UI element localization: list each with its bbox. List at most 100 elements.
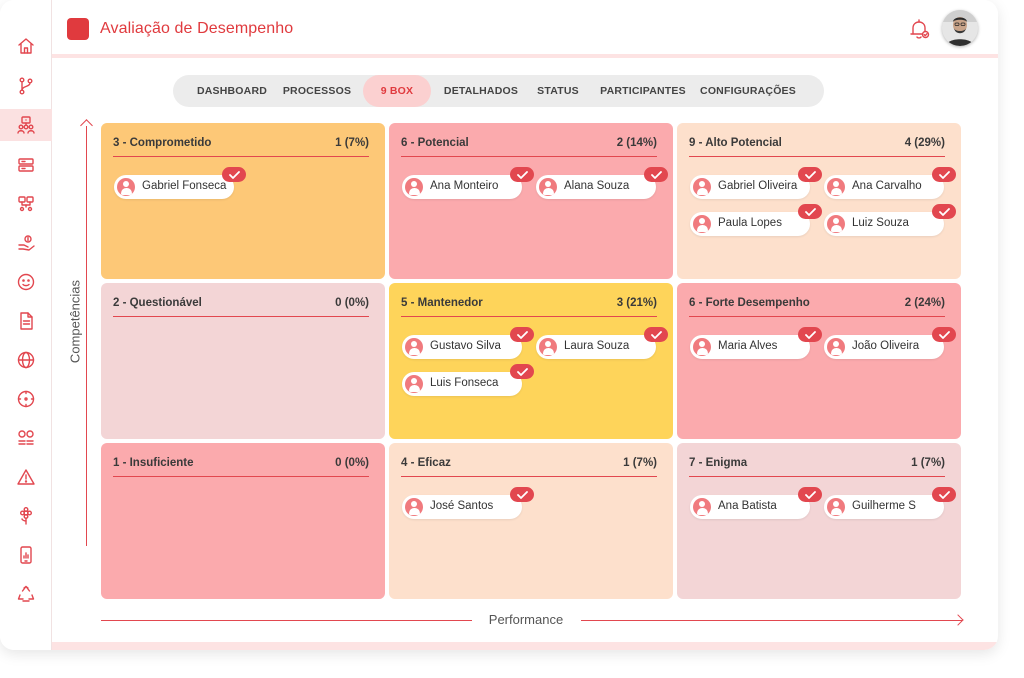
checkmark-icon[interactable]	[510, 327, 534, 342]
sidebar-item-skills[interactable]	[4, 422, 48, 454]
box-title: 9 - Alto Potencial	[689, 137, 782, 149]
tab-participantes[interactable]: PARTICIPANTES	[600, 85, 686, 97]
person-chip[interactable]: Gabriel Oliveira	[690, 167, 822, 199]
box-count: 1 (7%)	[911, 457, 945, 469]
box-9[interactable]: 7 - Enigma 1 (7%) Ana Batista Guilherme S	[677, 443, 961, 599]
checkmark-icon[interactable]	[222, 167, 246, 182]
sidebar-item-wellbeing[interactable]	[4, 500, 48, 532]
header: Avaliação de Desempenho	[52, 0, 998, 58]
hand-money-icon	[18, 235, 35, 251]
box-6[interactable]: 6 - Forte Desempenho 2 (24%) Maria Alves Jo…	[677, 283, 961, 439]
checkmark-icon[interactable]	[510, 364, 534, 379]
sidebar-item-processes[interactable]	[4, 70, 48, 102]
box-1[interactable]: 3 - Comprometido 1 (7%) Gabriel Fonseca	[101, 123, 385, 279]
person-chip[interactable]: Paula Lopes	[690, 204, 822, 236]
compass-icon	[17, 390, 35, 408]
person-chip[interactable]: Gabriel Fonseca	[114, 167, 246, 199]
box-title: 3 - Comprometido	[113, 137, 212, 149]
person-chip[interactable]: Guilherme S	[824, 487, 956, 519]
sidebar-item-mobile[interactable]	[4, 539, 48, 571]
box-count: 0 (0%)	[335, 457, 369, 469]
person-chip[interactable]: Alana Souza	[536, 167, 668, 199]
smiley-icon	[17, 273, 35, 291]
warning-icon	[17, 469, 35, 485]
sidebar-item-compensation[interactable]	[4, 227, 48, 259]
box-2[interactable]: 6 - Potencial 2 (14%) Ana Monteiro Alana So…	[389, 123, 673, 279]
box-7[interactable]: 1 - Insuficiente 0 (0%)	[101, 443, 385, 599]
phone-chart-icon	[20, 546, 32, 564]
box-count: 1 (7%)	[623, 457, 657, 469]
sidebar-item-home[interactable]	[4, 30, 48, 62]
person-chip[interactable]: Maria Alves	[690, 327, 822, 359]
sidebar-item-global[interactable]	[4, 344, 48, 376]
sidebar-item-alerts[interactable]	[4, 461, 48, 493]
tab-detalhados[interactable]: DETALHADOS	[443, 85, 519, 97]
person-chip[interactable]: Gustavo Silva	[402, 327, 534, 359]
checkmark-icon[interactable]	[932, 167, 956, 182]
person-chip[interactable]: Ana Carvalho	[824, 167, 956, 199]
x-axis-line-right	[581, 620, 962, 621]
box-5[interactable]: 5 - Mantenedor 3 (21%) Gustavo Silva Laura …	[389, 283, 673, 439]
box-header: 4 - Eficaz 1 (7%)	[401, 455, 657, 477]
box-header: 1 - Insuficiente 0 (0%)	[113, 455, 369, 477]
tab-processos[interactable]: PROCESSOS	[282, 85, 352, 97]
person-chip[interactable]: Laura Souza	[536, 327, 668, 359]
sidebar-item-org[interactable]	[4, 188, 48, 220]
person-chip[interactable]: Luiz Souza	[824, 204, 956, 236]
box-title: 7 - Enigma	[689, 457, 748, 469]
tab-dashboard[interactable]: DASHBOARD	[196, 85, 268, 97]
checkmark-icon[interactable]	[932, 487, 956, 502]
person-chip[interactable]: João Oliveira	[824, 327, 956, 359]
sidebar-item-documents[interactable]	[4, 305, 48, 337]
person-chip[interactable]: Luis Fonseca	[402, 364, 534, 396]
box-3[interactable]: 9 - Alto Potencial 4 (29%) Gabriel Oliveir…	[677, 123, 961, 279]
person-chip[interactable]: Ana Monteiro	[402, 167, 534, 199]
y-axis-label: Competências	[67, 279, 83, 364]
user-avatar-icon	[405, 178, 423, 196]
person-name: Laura Souza	[564, 340, 630, 352]
box-title: 2 - Questionável	[113, 297, 202, 309]
box-title: 4 - Eficaz	[401, 457, 451, 469]
checkmark-icon[interactable]	[798, 327, 822, 342]
tab-status[interactable]: STATUS	[537, 85, 579, 97]
document-icon	[20, 312, 33, 330]
person-chip[interactable]: José Santos	[402, 487, 534, 519]
sidebar-item-goals[interactable]	[4, 383, 48, 415]
box-count: 2 (14%)	[616, 137, 657, 149]
tab-9box[interactable]: 9 BOX	[363, 75, 431, 107]
person-name: Maria Alves	[718, 340, 778, 352]
checkmark-icon[interactable]	[644, 167, 668, 182]
user-avatar-icon	[693, 215, 711, 233]
person-chip[interactable]: Ana Batista	[690, 487, 822, 519]
sidebar-item-sustainability[interactable]	[4, 578, 48, 610]
checkmark-icon[interactable]	[644, 327, 668, 342]
user-avatar-icon	[827, 215, 845, 233]
y-axis-line	[86, 126, 87, 546]
home-icon	[18, 38, 34, 54]
checkmark-icon[interactable]	[510, 487, 534, 502]
box-8[interactable]: 4 - Eficaz 1 (7%) José Santos	[389, 443, 673, 599]
box-count: 4 (29%)	[904, 137, 945, 149]
box-title: 5 - Mantenedor	[401, 297, 483, 309]
sidebar-item-climate[interactable]	[4, 266, 48, 298]
sidebar-item-servers[interactable]	[4, 149, 48, 181]
checkmark-icon[interactable]	[932, 204, 956, 219]
user-avatar[interactable]	[942, 10, 978, 46]
checkmark-icon[interactable]	[932, 327, 956, 342]
box-header: 7 - Enigma 1 (7%)	[689, 455, 945, 477]
user-avatar-icon	[405, 498, 423, 516]
x-axis-arrow	[952, 614, 964, 626]
tab-configuracoes[interactable]: CONFIGURAÇÕES	[700, 85, 796, 97]
user-avatar-icon	[117, 178, 135, 196]
checkmark-icon[interactable]	[798, 487, 822, 502]
notifications-button[interactable]	[907, 17, 931, 41]
person-name: Alana Souza	[564, 180, 630, 192]
checkmark-icon[interactable]	[798, 204, 822, 219]
checkmark-icon[interactable]	[798, 167, 822, 182]
checkmark-icon[interactable]	[510, 167, 534, 182]
user-avatar-icon	[539, 178, 557, 196]
sidebar-item-evaluation[interactable]	[0, 109, 52, 141]
page-title: Avaliação de Desempenho	[100, 20, 294, 37]
box-4[interactable]: 2 - Questionável 0 (0%)	[101, 283, 385, 439]
flower-icon	[19, 507, 32, 525]
